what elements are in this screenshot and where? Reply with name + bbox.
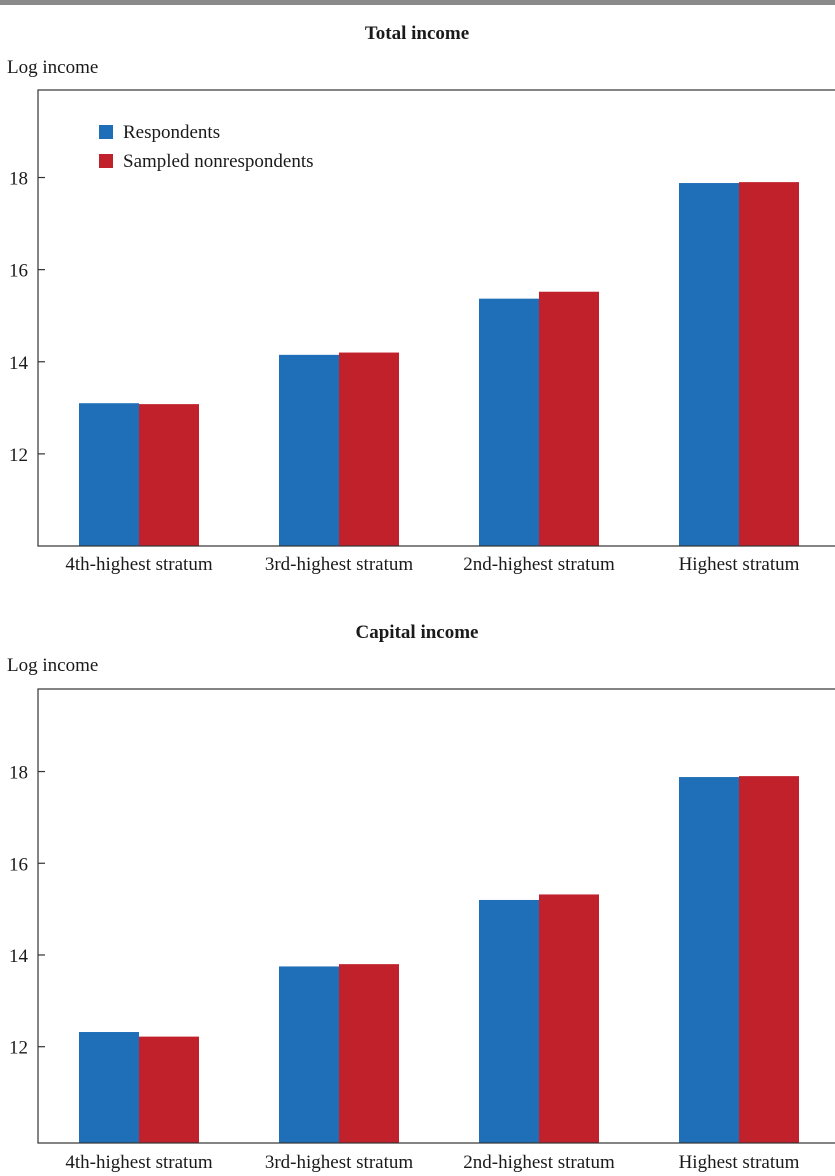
plot-frame (37, 89, 835, 547)
x-tick-label: 2nd-highest stratum (463, 554, 615, 575)
bar-respondents-3 (479, 298, 539, 546)
bar-respondents-2 (279, 354, 339, 546)
x-tick-label: Highest stratum (679, 554, 800, 575)
bar-nonrespondents-4 (739, 182, 799, 546)
bar-nonrespondents-3 (539, 894, 599, 1143)
legend-label-nonrespondents: Sampled nonrespondents (123, 151, 314, 172)
y-tick-label: 16 (9, 261, 28, 282)
bar-respondents-4 (679, 183, 739, 546)
chart-title: Capital income (356, 622, 479, 643)
bar-nonrespondents-2 (339, 964, 399, 1143)
bar-respondents-1 (79, 403, 139, 546)
chart-title: Total income (365, 23, 469, 44)
legend-swatch-respondents (99, 125, 113, 139)
x-tick-label: 3rd-highest stratum (265, 554, 414, 575)
y-tick-label: 18 (9, 763, 28, 784)
legend-label-respondents: Respondents (123, 122, 220, 143)
bar-nonrespondents-4 (739, 776, 799, 1143)
y-tick-label: 12 (9, 445, 28, 466)
bar-nonrespondents-3 (539, 291, 599, 546)
bar-nonrespondents-2 (339, 352, 399, 546)
x-tick-label: 4th-highest stratum (65, 554, 212, 575)
x-tick-label: 2nd-highest stratum (463, 1152, 615, 1173)
bar-respondents-2 (279, 966, 339, 1143)
x-tick-label: 4th-highest stratum (65, 1152, 212, 1173)
y-axis-label: Log income (7, 655, 98, 676)
bar-nonrespondents-1 (139, 404, 199, 546)
y-tick-label: 14 (9, 946, 29, 967)
top-rule (0, 0, 835, 5)
bar-respondents-1 (79, 1032, 139, 1143)
y-tick-label: 18 (9, 169, 28, 190)
bar-nonrespondents-1 (139, 1036, 199, 1143)
x-tick-label: 3rd-highest stratum (265, 1152, 414, 1173)
y-tick-label: 16 (9, 854, 28, 875)
y-axis-label: Log income (7, 57, 98, 78)
x-tick-label: Highest stratum (679, 1152, 800, 1173)
bar-respondents-3 (479, 899, 539, 1143)
y-tick-label: 14 (9, 353, 29, 374)
plot-frame (37, 688, 835, 1144)
bar-respondents-4 (679, 777, 739, 1143)
y-tick-label: 12 (9, 1038, 28, 1059)
legend-swatch-nonrespondents (99, 154, 113, 168)
